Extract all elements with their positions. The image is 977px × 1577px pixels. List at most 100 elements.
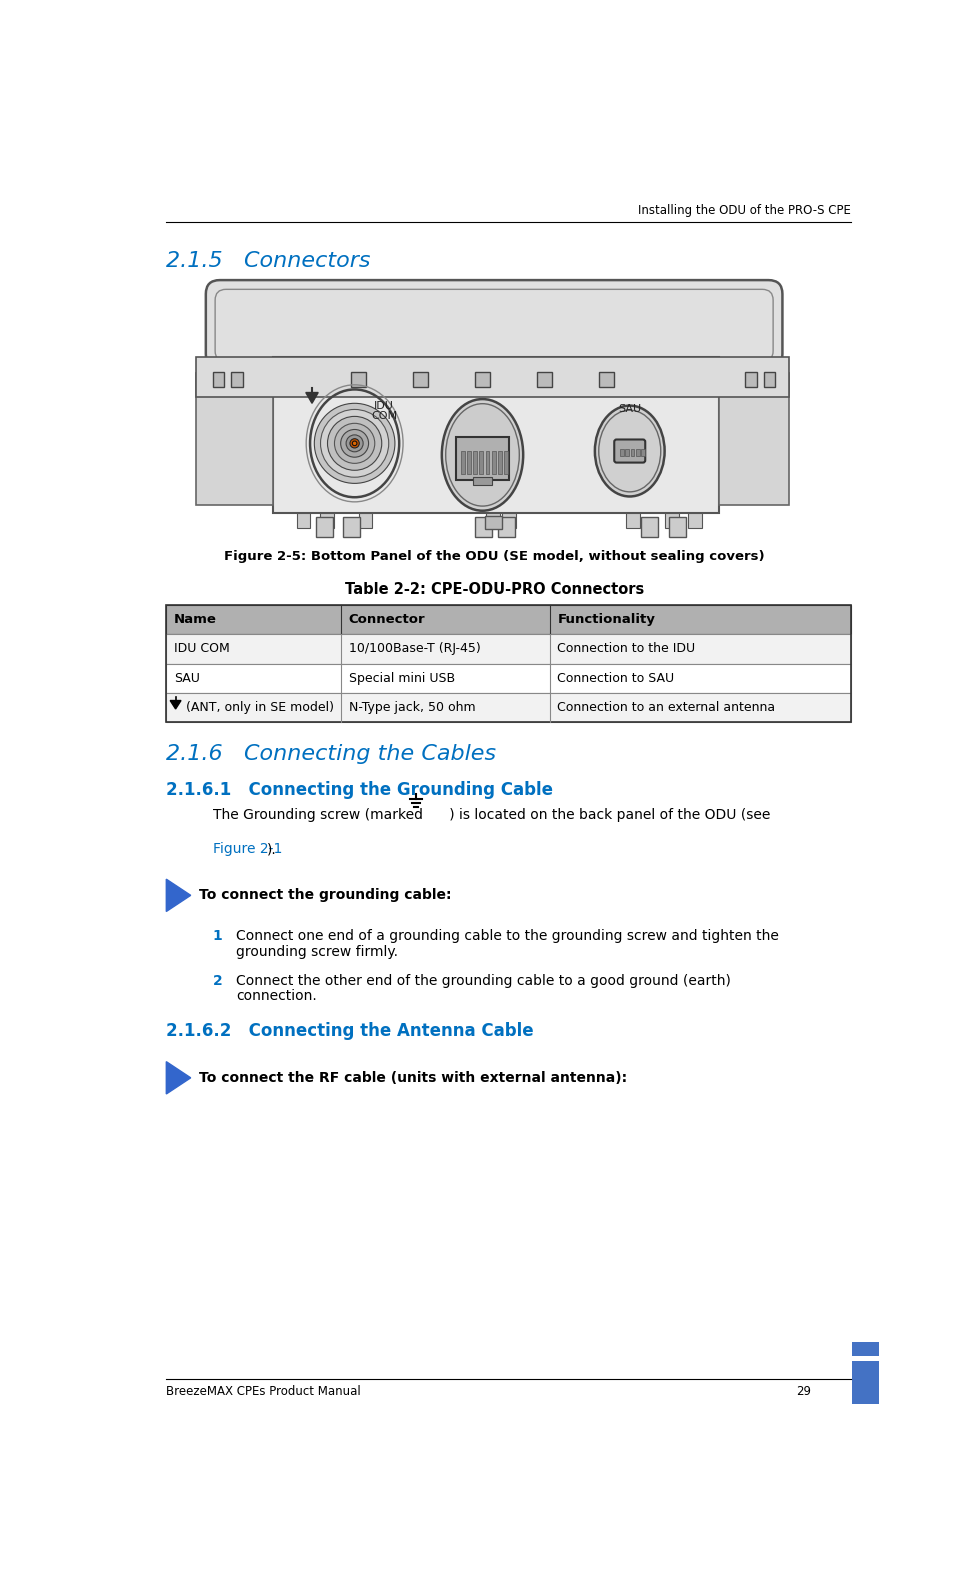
- Bar: [498, 451, 502, 475]
- Bar: [166, 664, 851, 692]
- Text: SAU: SAU: [618, 404, 641, 413]
- Text: Connection to SAU: Connection to SAU: [557, 672, 674, 684]
- Bar: [195, 356, 788, 397]
- Text: 2.1.5   Connectors: 2.1.5 Connectors: [166, 251, 371, 271]
- FancyBboxPatch shape: [615, 440, 645, 462]
- Bar: [343, 517, 361, 536]
- Bar: [475, 372, 490, 386]
- Bar: [351, 372, 366, 386]
- Bar: [719, 372, 788, 505]
- Bar: [502, 513, 516, 528]
- Text: 10/100Base-T (RJ-45): 10/100Base-T (RJ-45): [349, 642, 481, 656]
- Bar: [491, 451, 495, 475]
- Text: IDU: IDU: [374, 402, 394, 412]
- Text: SAU: SAU: [174, 672, 200, 684]
- Text: N-Type jack, 50 ohm: N-Type jack, 50 ohm: [349, 700, 475, 714]
- Ellipse shape: [595, 405, 664, 497]
- Bar: [480, 451, 484, 475]
- Ellipse shape: [442, 399, 524, 511]
- Text: 29: 29: [796, 1386, 811, 1399]
- Bar: [636, 449, 640, 456]
- Bar: [688, 513, 701, 528]
- Text: To connect the RF cable (units with external antenna):: To connect the RF cable (units with exte…: [199, 1071, 627, 1085]
- Bar: [852, 1361, 879, 1404]
- Text: Installing the ODU of the PRO-S CPE: Installing the ODU of the PRO-S CPE: [638, 205, 851, 218]
- Bar: [626, 513, 640, 528]
- Bar: [745, 372, 757, 386]
- Polygon shape: [170, 700, 181, 710]
- Text: (ANT, only in SE model): (ANT, only in SE model): [187, 700, 334, 714]
- Bar: [166, 692, 851, 722]
- Text: grounding screw firmly.: grounding screw firmly.: [236, 945, 398, 959]
- FancyBboxPatch shape: [206, 281, 783, 367]
- Text: Figure 2-5: Bottom Panel of the ODU (SE model, without sealing covers): Figure 2-5: Bottom Panel of the ODU (SE …: [224, 550, 764, 563]
- Bar: [232, 372, 243, 386]
- Bar: [213, 372, 225, 386]
- Circle shape: [346, 435, 363, 451]
- Circle shape: [350, 438, 360, 448]
- Bar: [504, 451, 508, 475]
- Circle shape: [320, 410, 389, 478]
- Bar: [641, 517, 658, 536]
- Bar: [473, 478, 491, 484]
- Text: IDU COM: IDU COM: [174, 642, 230, 656]
- Bar: [473, 451, 477, 475]
- Text: 1: 1: [213, 929, 223, 943]
- Bar: [486, 451, 489, 475]
- Bar: [316, 517, 333, 536]
- Bar: [485, 517, 502, 528]
- Bar: [536, 372, 552, 386]
- Text: Connection to the IDU: Connection to the IDU: [557, 642, 696, 656]
- Circle shape: [327, 416, 382, 470]
- Bar: [668, 517, 686, 536]
- Bar: [319, 513, 334, 528]
- Bar: [166, 634, 851, 664]
- Text: BreezeMAX CPEs Product Manual: BreezeMAX CPEs Product Manual: [166, 1386, 361, 1399]
- Bar: [166, 606, 851, 722]
- Text: Connector: Connector: [349, 613, 425, 626]
- Bar: [166, 606, 851, 634]
- Bar: [359, 513, 372, 528]
- Text: COM: COM: [371, 412, 397, 421]
- Text: Connection to an external antenna: Connection to an external antenna: [557, 700, 776, 714]
- Circle shape: [353, 442, 357, 446]
- Bar: [619, 449, 623, 456]
- Text: Name: Name: [174, 613, 217, 626]
- Bar: [467, 451, 471, 475]
- Text: Table 2-2: CPE-ODU-PRO Connectors: Table 2-2: CPE-ODU-PRO Connectors: [345, 582, 644, 598]
- Bar: [195, 372, 274, 505]
- Text: Functionality: Functionality: [557, 613, 656, 626]
- Bar: [630, 449, 634, 456]
- Text: Connect the other end of the grounding cable to a good ground (earth): Connect the other end of the grounding c…: [236, 975, 731, 987]
- Bar: [498, 517, 515, 536]
- Bar: [475, 517, 491, 536]
- Text: 2: 2: [213, 975, 223, 987]
- Text: ).: ).: [267, 842, 276, 856]
- Bar: [412, 372, 428, 386]
- Polygon shape: [166, 878, 191, 912]
- Bar: [852, 1342, 879, 1356]
- Circle shape: [315, 404, 395, 484]
- Bar: [487, 513, 500, 528]
- Circle shape: [341, 429, 368, 457]
- Text: To connect the grounding cable:: To connect the grounding cable:: [199, 888, 451, 902]
- Text: Special mini USB: Special mini USB: [349, 672, 454, 684]
- Bar: [599, 372, 615, 386]
- Text: 2.1.6   Connecting the Cables: 2.1.6 Connecting the Cables: [166, 744, 496, 763]
- Ellipse shape: [446, 404, 520, 506]
- Polygon shape: [166, 1061, 191, 1094]
- Bar: [664, 513, 679, 528]
- Bar: [641, 449, 645, 456]
- Text: Figure 2-1: Figure 2-1: [213, 842, 282, 856]
- Bar: [625, 449, 629, 456]
- Text: The Grounding screw (marked      ) is located on the back panel of the ODU (see: The Grounding screw (marked ) is located…: [213, 809, 770, 822]
- Text: Connect one end of a grounding cable to the grounding screw and tighten the: Connect one end of a grounding cable to …: [236, 929, 779, 943]
- Bar: [456, 437, 509, 479]
- Bar: [274, 356, 719, 513]
- Text: 2.1.6.2   Connecting the Antenna Cable: 2.1.6.2 Connecting the Antenna Cable: [166, 1022, 533, 1039]
- Bar: [461, 451, 465, 475]
- Bar: [764, 372, 776, 386]
- Bar: [296, 513, 311, 528]
- Circle shape: [334, 423, 375, 464]
- Polygon shape: [306, 393, 319, 404]
